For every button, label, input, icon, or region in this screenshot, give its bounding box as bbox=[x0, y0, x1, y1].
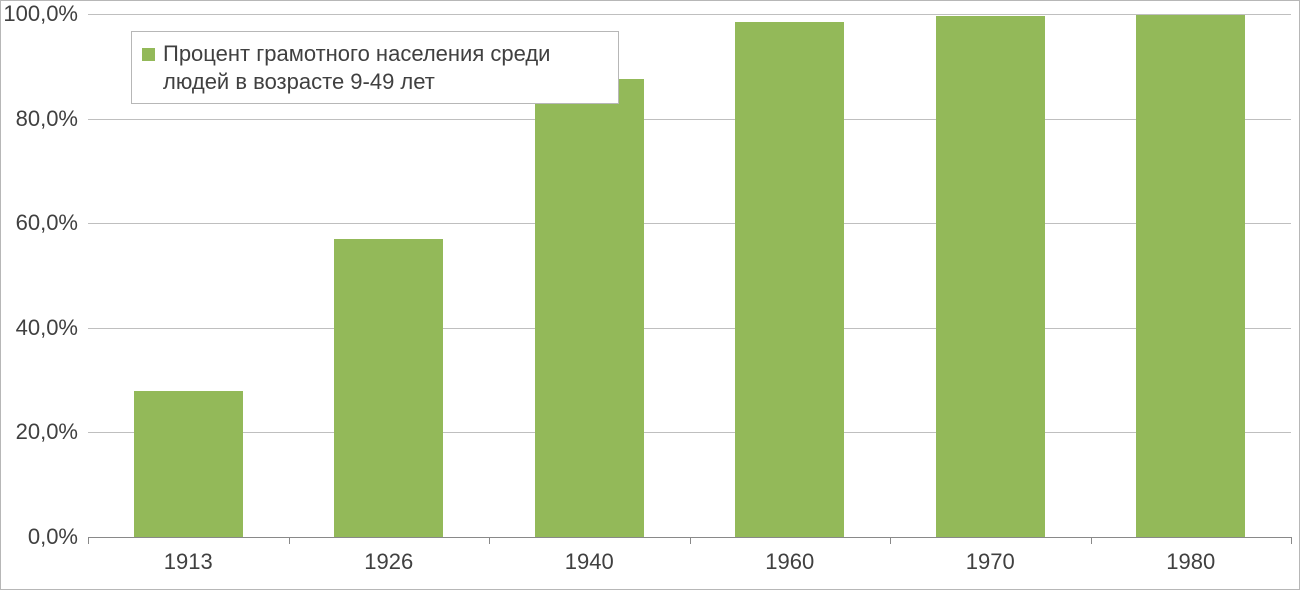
legend-label: Процент грамотного населения среди людей… bbox=[163, 40, 604, 95]
x-axis-label: 1940 bbox=[565, 537, 614, 575]
x-tick bbox=[289, 537, 290, 544]
bar bbox=[334, 239, 443, 537]
y-axis-label: 20,0% bbox=[16, 419, 88, 445]
legend-swatch bbox=[142, 48, 155, 61]
x-axis-label: 1913 bbox=[164, 537, 213, 575]
gridline bbox=[88, 223, 1291, 224]
literacy-bar-chart: 0,0% 20,0% 40,0% 60,0% 80,0% 100,0% 1913 1926 19… bbox=[0, 0, 1300, 590]
gridline bbox=[88, 328, 1291, 329]
x-tick bbox=[88, 537, 89, 544]
x-tick bbox=[690, 537, 691, 544]
x-tick bbox=[1091, 537, 1092, 544]
bar bbox=[134, 391, 243, 537]
y-axis-label: 100,0% bbox=[3, 1, 88, 27]
x-axis-label: 1980 bbox=[1166, 537, 1215, 575]
bar bbox=[936, 16, 1045, 537]
gridline bbox=[88, 14, 1291, 15]
chart-legend: Процент грамотного населения среди людей… bbox=[131, 31, 619, 104]
y-axis-label: 60,0% bbox=[16, 210, 88, 236]
x-tick bbox=[489, 537, 490, 544]
x-tick bbox=[890, 537, 891, 544]
y-axis-label: 0,0% bbox=[28, 524, 88, 550]
bar bbox=[735, 22, 844, 537]
y-axis-label: 80,0% bbox=[16, 106, 88, 132]
bar bbox=[535, 79, 644, 537]
y-axis-label: 40,0% bbox=[16, 315, 88, 341]
x-axis-label: 1926 bbox=[364, 537, 413, 575]
x-axis-label: 1960 bbox=[765, 537, 814, 575]
bar bbox=[1136, 15, 1245, 537]
gridline bbox=[88, 119, 1291, 120]
x-axis-label: 1970 bbox=[966, 537, 1015, 575]
gridline bbox=[88, 432, 1291, 433]
x-tick bbox=[1291, 537, 1292, 544]
